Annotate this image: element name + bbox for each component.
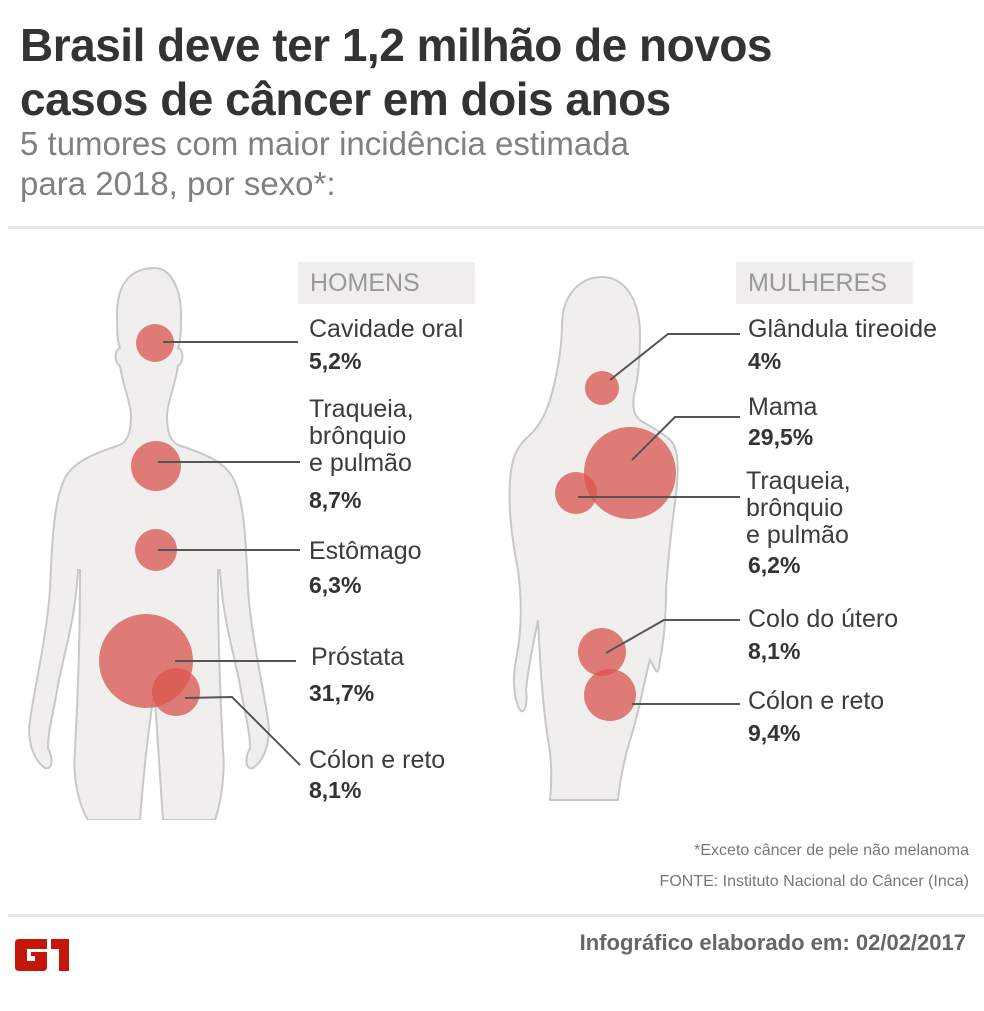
page-title: Brasil deve ter 1,2 milhão de novos caso… (20, 18, 773, 126)
men-item-5-value: 8,1% (309, 777, 362, 803)
footnote: *Exceto câncer de pele não melanoma (694, 842, 969, 859)
subtitle-line-2: para 2018, por sexo*: (20, 165, 336, 202)
bubble-mama (584, 427, 676, 519)
men-section-label: HOMENS (298, 262, 475, 304)
women-item-3-label: Traqueia, brônquio e pulmão (746, 467, 851, 549)
title-line-2: casos de câncer em dois anos (20, 73, 671, 125)
women-item-4-value: 8,1% (748, 638, 801, 664)
page-subtitle: 5 tumores com maior incidência estimada … (20, 124, 629, 204)
bubble-colon-homens (152, 668, 200, 716)
male-body-figure (28, 266, 301, 820)
female-leader-lines (578, 333, 740, 705)
female-silhouette (508, 275, 679, 801)
women-item-2-label: Mama (748, 393, 818, 421)
women-item-5-value: 9,4% (748, 720, 801, 746)
women-item-2-value: 29,5% (748, 424, 814, 450)
title-line-1: Brasil deve ter 1,2 milhão de novos (20, 19, 773, 71)
male-bubbles (99, 324, 200, 716)
women-item-5-label: Cólon e reto (748, 687, 885, 715)
g1-logo (15, 939, 69, 971)
bubble-colo-utero (578, 628, 626, 676)
men-item-1-value: 5,2% (309, 348, 362, 374)
created-date: Infográfico elaborado em: 02/02/2017 (579, 930, 966, 955)
women-item-1-label: Glândula tireoide (748, 315, 938, 343)
men-item-5-label: Cólon e reto (309, 746, 446, 774)
men-item-3-value: 6,3% (309, 572, 362, 598)
bubble-traqueia-homens (131, 441, 181, 491)
men-item-4-label: Próstata (311, 643, 405, 671)
source-note: FONTE: Instituto Nacional do Câncer (Inc… (659, 873, 969, 890)
male-leader-lines (158, 341, 301, 766)
subtitle-line-1: 5 tumores com maior incidência estimada (20, 125, 629, 162)
men-item-3-label: Estômago (309, 537, 422, 565)
men-item-2-value: 8,7% (309, 487, 362, 513)
men-item-1-label: Cavidade oral (309, 315, 464, 343)
bubble-traqueia-mulheres (555, 472, 597, 514)
women-section-label: MULHERES (736, 262, 913, 304)
bottom-divider (8, 914, 984, 917)
women-item-4-label: Colo do útero (748, 605, 899, 633)
women-item-1-value: 4% (748, 348, 782, 374)
bubble-estomago (135, 529, 177, 571)
men-item-2-label: Traqueia, brônquio e pulmão (309, 395, 414, 477)
women-item-3-value: 6,2% (748, 552, 801, 578)
top-divider (8, 226, 984, 229)
bubble-cavidade-oral (136, 324, 174, 362)
female-body-figure (508, 275, 740, 801)
men-item-4-value: 31,7% (309, 680, 375, 706)
bubble-colon-mulheres (584, 669, 636, 721)
